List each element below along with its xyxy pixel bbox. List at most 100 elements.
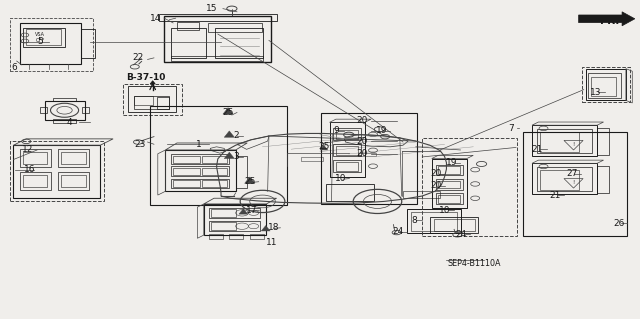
Bar: [202, 156, 227, 163]
Bar: [157, 97, 170, 109]
Bar: [166, 150, 236, 191]
Text: 25: 25: [318, 142, 330, 151]
Text: 11: 11: [266, 238, 278, 247]
Bar: [173, 156, 200, 163]
Text: 17: 17: [246, 206, 257, 215]
Bar: [358, 152, 376, 156]
Bar: [211, 222, 236, 230]
Text: 20: 20: [356, 137, 368, 145]
Bar: [134, 96, 153, 105]
Bar: [61, 175, 86, 187]
Bar: [407, 209, 461, 233]
Bar: [537, 129, 592, 153]
Polygon shape: [261, 226, 270, 231]
Bar: [23, 28, 65, 47]
Bar: [171, 56, 263, 61]
Text: 22: 22: [132, 53, 143, 62]
Bar: [173, 180, 200, 187]
Bar: [40, 107, 47, 114]
Bar: [124, 84, 182, 115]
Text: 3: 3: [233, 152, 239, 161]
Text: 2: 2: [233, 131, 239, 140]
Text: 26: 26: [613, 219, 625, 227]
Bar: [591, 77, 616, 96]
Bar: [333, 144, 361, 156]
Text: 16: 16: [24, 165, 36, 174]
Bar: [403, 191, 440, 198]
Bar: [171, 154, 229, 164]
Bar: [436, 165, 463, 175]
Text: 7: 7: [509, 124, 515, 133]
Bar: [202, 180, 227, 187]
Polygon shape: [224, 152, 234, 159]
Bar: [209, 234, 223, 239]
Polygon shape: [224, 131, 234, 137]
Text: 20: 20: [356, 149, 368, 158]
Bar: [13, 145, 100, 197]
Bar: [23, 175, 47, 187]
Bar: [10, 141, 104, 201]
Text: 20: 20: [431, 169, 442, 178]
Bar: [20, 149, 51, 167]
Bar: [159, 14, 276, 21]
Text: !: !: [572, 142, 575, 147]
Bar: [532, 125, 597, 156]
Bar: [597, 166, 609, 193]
Bar: [171, 167, 229, 176]
Bar: [432, 159, 467, 208]
Bar: [597, 128, 609, 155]
Text: 15: 15: [205, 4, 217, 13]
Bar: [58, 149, 89, 167]
Bar: [20, 23, 81, 64]
Bar: [411, 211, 458, 231]
Text: 12: 12: [22, 145, 33, 154]
Bar: [435, 219, 474, 231]
Bar: [250, 234, 264, 239]
Text: FR.: FR.: [600, 16, 620, 26]
Bar: [20, 172, 51, 190]
Bar: [431, 217, 478, 233]
Text: 10: 10: [335, 174, 347, 183]
Bar: [438, 181, 460, 189]
Text: 13: 13: [590, 88, 602, 97]
Text: 19: 19: [446, 158, 458, 167]
Text: 25: 25: [244, 177, 255, 186]
Polygon shape: [579, 12, 635, 26]
Bar: [209, 208, 260, 218]
Polygon shape: [150, 81, 156, 84]
Bar: [134, 96, 170, 109]
Bar: [236, 156, 247, 188]
Bar: [61, 152, 86, 164]
Bar: [532, 163, 597, 195]
Bar: [129, 86, 175, 113]
Bar: [150, 106, 287, 204]
Bar: [211, 209, 236, 217]
Bar: [438, 195, 460, 203]
Bar: [26, 29, 61, 45]
Bar: [326, 184, 374, 201]
Text: 24: 24: [392, 227, 404, 236]
Bar: [81, 29, 95, 58]
Polygon shape: [244, 177, 255, 183]
Bar: [45, 101, 85, 120]
Bar: [171, 28, 205, 58]
Bar: [336, 146, 358, 155]
Bar: [215, 28, 263, 58]
Text: 20: 20: [356, 116, 368, 125]
Bar: [540, 170, 579, 190]
Polygon shape: [320, 145, 328, 150]
Bar: [582, 67, 630, 102]
Bar: [10, 18, 93, 71]
Bar: [177, 22, 199, 30]
Bar: [202, 168, 227, 175]
Text: 1: 1: [196, 140, 202, 149]
Bar: [436, 179, 463, 190]
Bar: [540, 132, 579, 152]
Bar: [336, 130, 358, 139]
Text: 9: 9: [333, 126, 339, 135]
Text: VSA
OFF: VSA OFF: [35, 33, 45, 43]
Bar: [588, 73, 621, 98]
Text: 6: 6: [12, 63, 18, 72]
Polygon shape: [223, 108, 233, 114]
Text: 25: 25: [222, 108, 234, 117]
